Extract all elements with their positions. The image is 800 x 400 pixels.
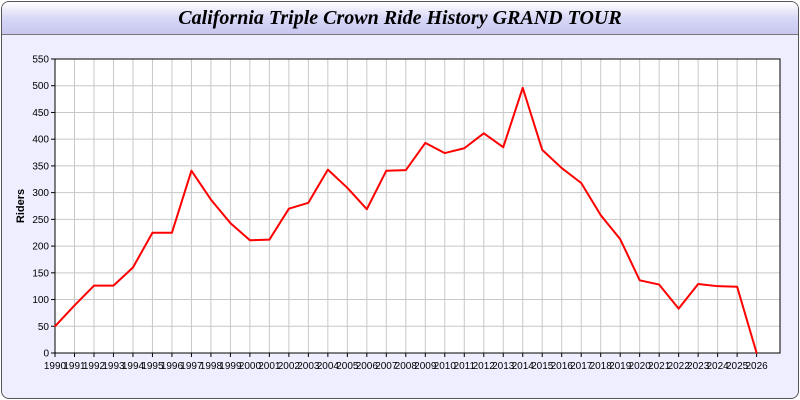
data-point (366, 208, 368, 211)
data-point (54, 325, 56, 328)
x-tick-label: 1993 (102, 361, 125, 372)
x-tick-label: 2009 (414, 361, 437, 372)
title-bar: California Triple Crown Ride History GRA… (2, 2, 798, 35)
data-point (249, 239, 251, 242)
x-tick-label: 2016 (551, 361, 574, 372)
y-tick-label: 400 (32, 135, 49, 146)
plot-area (55, 59, 780, 353)
data-point (73, 304, 76, 307)
x-tick-label: 2014 (512, 361, 535, 372)
data-point (521, 87, 524, 89)
y-axis-label: Riders (15, 189, 27, 223)
data-point (716, 285, 719, 287)
x-tick-label: 2000 (239, 361, 262, 372)
data-point (132, 266, 134, 269)
x-tick-label: 1996 (161, 361, 184, 372)
y-tick-label: 0 (43, 349, 49, 360)
x-tick-label: 2003 (297, 361, 320, 372)
x-tick-label: 1999 (219, 361, 242, 372)
y-tick-label: 300 (32, 188, 49, 199)
data-point (307, 201, 310, 204)
y-tick-label: 500 (32, 81, 49, 92)
x-tick-label: 2011 (454, 361, 476, 372)
x-tick-label: 2023 (687, 361, 710, 372)
y-tick-label: 250 (32, 215, 49, 226)
data-point (424, 142, 427, 144)
x-tick-label: 1998 (200, 361, 223, 372)
x-tick-label: 1991 (63, 361, 86, 372)
x-tick-label: 1990 (44, 361, 67, 372)
y-tick-label: 150 (32, 268, 49, 279)
data-point (482, 132, 485, 135)
data-point (463, 147, 466, 150)
y-tick-label: 550 (32, 55, 49, 66)
data-point (229, 222, 232, 224)
x-tick-label: 2020 (629, 361, 652, 372)
data-point (736, 285, 738, 288)
data-point (443, 152, 446, 154)
data-point (385, 169, 388, 172)
data-point (288, 207, 290, 210)
x-tick-label: 2010 (434, 361, 457, 372)
data-point (346, 187, 349, 189)
x-tick-label: 2012 (473, 361, 496, 372)
y-tick-label: 200 (32, 242, 49, 253)
data-point (112, 284, 115, 287)
data-point (638, 279, 641, 282)
data-point (93, 284, 95, 287)
y-tick-label: 450 (32, 108, 49, 119)
data-point (677, 307, 680, 310)
x-tick-label: 1995 (141, 361, 164, 372)
x-tick-label: 2013 (492, 361, 515, 372)
x-tick-label: 2006 (356, 361, 379, 372)
data-point (619, 238, 621, 240)
x-tick-label: 1994 (122, 361, 145, 372)
x-tick-label: 2005 (336, 361, 359, 372)
x-tick-label: 2015 (531, 361, 554, 372)
chart-title: California Triple Crown Ride History GRA… (178, 7, 622, 29)
data-point (755, 352, 758, 354)
x-tick-label: 2019 (609, 361, 632, 372)
y-tick-label: 50 (38, 322, 50, 333)
data-point (171, 231, 173, 234)
x-tick-label: 2004 (317, 361, 340, 372)
data-point (560, 167, 563, 169)
x-tick-label: 2002 (278, 361, 301, 372)
x-tick-label: 2018 (590, 361, 613, 372)
data-point (697, 283, 699, 285)
data-point (658, 283, 660, 286)
data-point (327, 168, 329, 171)
x-tick-label: 2008 (395, 361, 418, 372)
data-point (190, 169, 193, 172)
data-point (502, 146, 505, 148)
data-point (151, 231, 154, 234)
data-point (268, 238, 271, 241)
y-tick-label: 100 (32, 295, 49, 306)
x-tick-label: 2022 (668, 361, 691, 372)
data-point (210, 198, 212, 201)
x-tick-label: 2017 (570, 361, 593, 372)
plot-border (54, 58, 781, 354)
x-tick-label: 2001 (258, 361, 281, 372)
data-point (405, 169, 407, 171)
x-tick-label: 2007 (375, 361, 398, 372)
x-tick-label: 1997 (180, 361, 203, 372)
x-tick-label: 2026 (745, 361, 768, 372)
x-tick-label: 2025 (726, 361, 749, 372)
x-tick-label: 1992 (83, 361, 106, 372)
y-tick-label: 350 (32, 161, 49, 172)
data-point (599, 214, 602, 216)
data-point (580, 182, 583, 184)
x-tick-label: 2021 (648, 361, 671, 372)
x-tick-label: 2024 (707, 361, 730, 372)
data-point (541, 149, 544, 151)
